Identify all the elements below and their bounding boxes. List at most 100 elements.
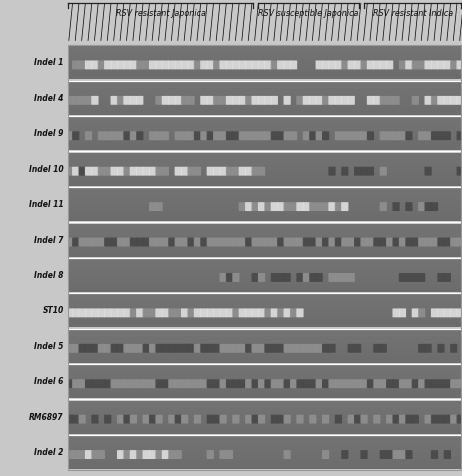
FancyBboxPatch shape [175,238,182,247]
FancyBboxPatch shape [328,96,335,105]
FancyBboxPatch shape [277,308,284,317]
FancyBboxPatch shape [271,273,278,282]
FancyBboxPatch shape [251,202,259,211]
FancyBboxPatch shape [85,308,92,317]
FancyBboxPatch shape [110,60,118,69]
FancyBboxPatch shape [219,60,227,69]
FancyBboxPatch shape [219,379,227,388]
FancyBboxPatch shape [245,379,252,388]
FancyBboxPatch shape [110,379,118,388]
Text: ST10: ST10 [43,307,64,316]
FancyBboxPatch shape [213,60,220,69]
FancyBboxPatch shape [98,379,105,388]
FancyBboxPatch shape [200,308,207,317]
FancyBboxPatch shape [213,379,220,388]
FancyBboxPatch shape [136,379,143,388]
FancyBboxPatch shape [91,344,98,353]
FancyBboxPatch shape [456,131,462,140]
FancyBboxPatch shape [386,379,393,388]
FancyBboxPatch shape [303,131,310,140]
FancyBboxPatch shape [85,96,92,105]
FancyBboxPatch shape [425,415,432,424]
FancyBboxPatch shape [79,415,86,424]
FancyBboxPatch shape [322,379,329,388]
FancyBboxPatch shape [85,60,92,69]
Text: Indel 11: Indel 11 [29,200,64,209]
FancyBboxPatch shape [341,238,348,247]
FancyBboxPatch shape [123,344,131,353]
FancyBboxPatch shape [79,379,86,388]
FancyBboxPatch shape [258,202,265,211]
FancyBboxPatch shape [425,131,432,140]
FancyBboxPatch shape [213,238,220,247]
FancyBboxPatch shape [181,415,188,424]
FancyBboxPatch shape [123,308,131,317]
FancyBboxPatch shape [213,96,220,105]
FancyBboxPatch shape [91,167,98,176]
FancyBboxPatch shape [425,202,432,211]
FancyBboxPatch shape [380,96,387,105]
FancyBboxPatch shape [226,450,233,459]
FancyBboxPatch shape [322,238,329,247]
FancyBboxPatch shape [399,60,406,69]
FancyBboxPatch shape [72,238,79,247]
FancyBboxPatch shape [271,202,278,211]
Text: Indel 5: Indel 5 [34,342,64,351]
FancyBboxPatch shape [143,379,150,388]
FancyBboxPatch shape [219,273,227,282]
FancyBboxPatch shape [226,273,233,282]
FancyBboxPatch shape [245,167,252,176]
FancyBboxPatch shape [380,379,387,388]
FancyBboxPatch shape [284,415,291,424]
FancyBboxPatch shape [296,202,304,211]
FancyBboxPatch shape [72,450,79,459]
FancyBboxPatch shape [296,344,304,353]
FancyBboxPatch shape [239,308,246,317]
FancyBboxPatch shape [194,415,201,424]
FancyBboxPatch shape [354,238,361,247]
FancyBboxPatch shape [66,415,73,424]
FancyBboxPatch shape [303,238,310,247]
FancyBboxPatch shape [117,415,124,424]
FancyBboxPatch shape [181,96,188,105]
FancyBboxPatch shape [399,450,406,459]
FancyBboxPatch shape [456,379,462,388]
FancyBboxPatch shape [456,167,462,176]
FancyBboxPatch shape [328,273,335,282]
FancyBboxPatch shape [200,238,207,247]
FancyBboxPatch shape [239,344,246,353]
FancyBboxPatch shape [450,60,457,69]
FancyBboxPatch shape [425,344,432,353]
FancyBboxPatch shape [117,238,124,247]
FancyBboxPatch shape [380,202,387,211]
FancyBboxPatch shape [239,131,246,140]
Text: Indel 1: Indel 1 [34,59,64,68]
FancyBboxPatch shape [91,238,98,247]
FancyBboxPatch shape [149,167,156,176]
FancyBboxPatch shape [207,379,214,388]
FancyBboxPatch shape [219,450,227,459]
FancyBboxPatch shape [123,450,131,459]
FancyBboxPatch shape [309,131,316,140]
FancyBboxPatch shape [136,131,143,140]
FancyBboxPatch shape [245,131,252,140]
FancyBboxPatch shape [347,344,355,353]
FancyBboxPatch shape [373,344,381,353]
FancyBboxPatch shape [91,379,98,388]
FancyBboxPatch shape [284,131,291,140]
FancyBboxPatch shape [392,202,400,211]
Bar [68,45,461,470]
FancyBboxPatch shape [418,238,426,247]
FancyBboxPatch shape [392,415,400,424]
FancyBboxPatch shape [405,450,413,459]
Text: Indel 2: Indel 2 [34,448,64,457]
FancyBboxPatch shape [347,96,355,105]
FancyBboxPatch shape [188,344,195,353]
FancyBboxPatch shape [72,308,79,317]
FancyBboxPatch shape [251,344,259,353]
FancyBboxPatch shape [117,60,124,69]
FancyBboxPatch shape [258,131,265,140]
FancyBboxPatch shape [354,415,361,424]
FancyBboxPatch shape [162,238,169,247]
FancyBboxPatch shape [162,96,169,105]
